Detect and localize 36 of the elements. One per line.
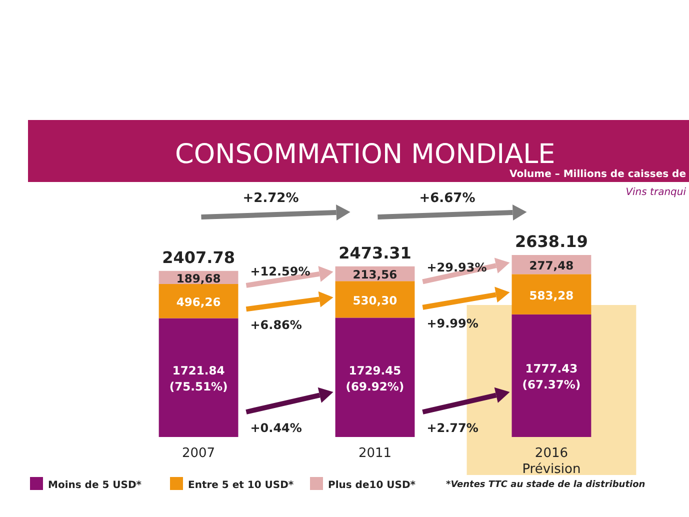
text: +6.67% — [419, 191, 476, 206]
total-label: 2638.19 — [515, 232, 588, 251]
bar — [158, 284, 238, 318]
annotation: +0.44% — [250, 421, 302, 435]
data-label: 1777.43 (67.37%) — [522, 362, 581, 392]
annotation: +2.77% — [426, 421, 478, 435]
total-label: 2473.31 — [338, 243, 412, 262]
bar — [512, 314, 592, 437]
data-label: 496,26 — [176, 295, 221, 310]
x-tick-label: 2016 Prévision — [522, 446, 581, 477]
text: +2.72% — [242, 191, 299, 206]
legend-label: Moins de 5 USD* — [48, 480, 142, 491]
annotation: +9.99% — [426, 316, 478, 330]
bar — [512, 274, 592, 314]
text: Vins tranqui — [626, 187, 686, 198]
x-tick-label: 2007 — [182, 446, 216, 461]
text: *Ventes TTC au stade de la distribution — [446, 480, 646, 490]
x-tick-label: 2011 — [358, 446, 392, 461]
data-label: 277,48 — [529, 258, 574, 273]
data-label: 530,30 — [352, 293, 398, 308]
data-label: 213,56 — [352, 268, 398, 282]
bar — [158, 318, 238, 437]
annotation: +29.93% — [426, 260, 487, 275]
chart-title: CONSOMMATION MONDIALE — [175, 139, 556, 170]
legend-label: Entre 5 et 10 USD* — [188, 480, 294, 491]
bar — [335, 318, 415, 437]
legend-label: Plus de10 USD* — [328, 480, 416, 491]
data-label: 1721.84 (75.51%) — [169, 364, 228, 394]
data-label: 1729.45 (69.92%) — [346, 363, 404, 394]
annotation: +6.86% — [250, 318, 302, 332]
total-label: 2407.78 — [162, 248, 235, 267]
annotation: +12.59% — [250, 264, 310, 278]
chart-subtitle: Volume – Millions de caisses de — [510, 169, 686, 180]
data-label: 583,28 — [529, 288, 574, 302]
bar — [335, 281, 415, 318]
data-label: 189,68 — [176, 271, 221, 286]
